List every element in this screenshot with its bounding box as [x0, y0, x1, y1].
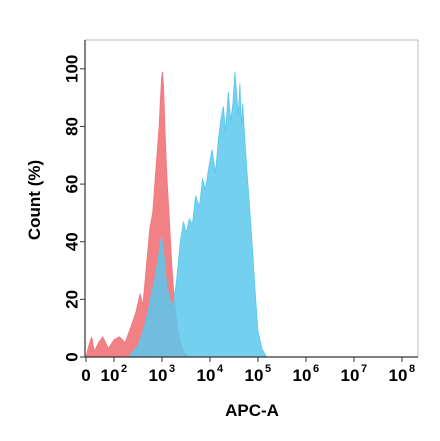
- x-tick-label: 0: [81, 366, 90, 385]
- x-tick-exponent: 6: [313, 363, 319, 375]
- histogram-areas: [85, 71, 268, 358]
- x-tick-label: 10: [245, 366, 264, 385]
- y-axis-title: Count (%): [25, 160, 44, 240]
- y-axis-ticks: 0 20 40 60 80 100: [63, 55, 85, 362]
- x-tick-label: 10: [197, 366, 216, 385]
- x-tick-label: 10: [149, 366, 168, 385]
- y-tick-label: 60: [63, 175, 82, 194]
- x-tick-label: 10: [293, 366, 312, 385]
- y-tick-label: 0: [63, 352, 82, 361]
- x-axis-title: APC-A: [225, 401, 279, 420]
- histogram-series-2: [127, 71, 268, 358]
- x-tick-exponent: 4: [217, 363, 224, 375]
- y-tick-label: 80: [63, 117, 82, 136]
- x-tick-exponent: 3: [169, 363, 175, 375]
- x-tick-label: 10: [389, 366, 408, 385]
- y-tick-label: 20: [63, 290, 82, 309]
- x-tick-exponent: 8: [409, 363, 415, 375]
- x-tick-exponent: 2: [121, 363, 127, 375]
- x-tick-exponent: 7: [361, 363, 367, 375]
- x-tick-label: 10: [101, 366, 120, 385]
- x-tick-label: 10: [341, 366, 360, 385]
- axis-frame: [84, 39, 419, 358]
- y-tick-label: 100: [63, 55, 82, 83]
- x-tick-exponent: 5: [265, 363, 271, 375]
- x-axis-ticks: 0 10 2 10 3 10 4 10 5 10 6 10 7 10 8: [81, 357, 415, 385]
- y-tick-label: 40: [63, 232, 82, 251]
